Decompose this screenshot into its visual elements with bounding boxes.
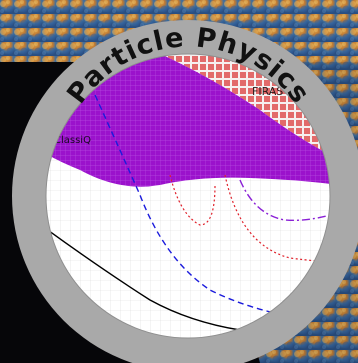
- blue-dashed-curve: [94, 94, 301, 319]
- purple-region-label: ClassiQ: [54, 135, 91, 146]
- firas-label: FIRAS: [252, 85, 283, 98]
- purple-region: [46, 54, 330, 187]
- purple-dashdot-curve: [239, 179, 330, 222]
- plot-window: FIRAS ClassiQ: [46, 54, 330, 338]
- black-solid-curve: [46, 227, 241, 331]
- red-dotted-curve-1: [169, 174, 216, 226]
